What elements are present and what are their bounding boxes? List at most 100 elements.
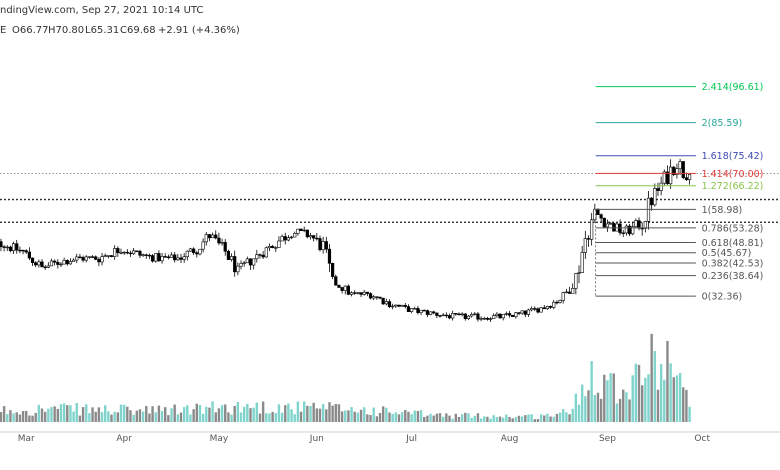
candle-body-2021-07-02 — [413, 308, 417, 310]
volume-bar-2021-06-20 — [375, 416, 379, 422]
candle-body-2021-05-25 — [293, 233, 297, 238]
volume-bar-2021-04-08 — [145, 406, 148, 422]
candle-body-2021-02-24 — [8, 246, 13, 252]
volume-bar-2021-07-07 — [429, 413, 432, 422]
volume-bar-2021-07-05 — [423, 416, 426, 422]
candle-body-2021-05-28 — [302, 229, 306, 232]
volume-bar-2021-05-12 — [252, 407, 255, 422]
candle-body-2021-04-18 — [176, 257, 180, 261]
fib-level-label-0: 0(32.36) — [702, 292, 743, 303]
candle-body-2021-04-22 — [188, 248, 193, 252]
candle-body-2021-02-26 — [15, 243, 19, 251]
candle-body-2021-06-26 — [394, 304, 398, 307]
candle-body-2021-04-26 — [201, 241, 205, 250]
candle-body-2021-09-10 — [634, 220, 638, 228]
volume-bar-2021-04-06 — [138, 409, 142, 422]
candle-body-2021-09-22 — [672, 166, 676, 175]
candle-body-2021-09-25 — [681, 161, 685, 178]
candle-body-2021-09-15 — [650, 197, 654, 206]
volume-bar-2021-06-11 — [347, 410, 350, 422]
close-value: C69.68 — [120, 25, 156, 36]
volume-bar-2021-07-03 — [416, 410, 420, 422]
candle-body-2021-03-06 — [40, 261, 44, 268]
volume-bar-2021-05-09 — [242, 406, 246, 422]
volume-bar-2021-09-11 — [637, 364, 641, 422]
volume-bar-2021-03-13 — [62, 403, 66, 422]
volume-bar-2021-07-19 — [467, 413, 470, 422]
volume-bar-2021-06-06 — [331, 405, 334, 422]
candle-body-2021-04-11 — [154, 253, 158, 262]
volume-bar-2021-07-28 — [495, 417, 499, 422]
candle-body-2021-03-01 — [24, 250, 28, 253]
volume-bar-2021-09-25 — [682, 387, 685, 422]
candle-body-2021-09-13 — [643, 220, 647, 229]
candle-body-2021-05-22 — [283, 236, 287, 241]
volume-bar-2021-02-23 — [6, 414, 9, 422]
candle-body-2021-06-14 — [356, 292, 360, 294]
fib-retracement[interactable]: 2.414(96.61) 2(85.59) 1.618(75.42) 1.414(70… — [595, 82, 764, 303]
candle-body-2021-03-21 — [87, 256, 91, 258]
x-tick-label-jun: Jun — [309, 434, 324, 444]
candle-body-2021-07-31 — [504, 313, 508, 315]
candle-body-2021-04-07 — [141, 254, 145, 256]
volume-bar-2021-05-19 — [274, 413, 277, 422]
volume-bar-2021-07-18 — [464, 412, 467, 422]
volume-bar-2021-04-19 — [179, 412, 183, 422]
volume-bar-2021-04-21 — [186, 405, 189, 422]
volume-bars — [0, 333, 691, 422]
candle-body-2021-03-09 — [49, 260, 54, 267]
volume-bar-2021-06-22 — [381, 406, 385, 422]
candle-body-2021-07-14 — [451, 313, 455, 319]
volume-bar-2021-06-29 — [404, 409, 407, 422]
candle-body-2021-09-19 — [662, 171, 666, 184]
candle-body-2021-08-21 — [571, 288, 575, 294]
volume-bar-2021-06-24 — [388, 412, 391, 422]
candle-body-2021-05-20 — [277, 240, 281, 248]
candle-body-2021-03-14 — [65, 259, 69, 265]
volume-bar-2021-02-27 — [18, 414, 22, 422]
volume-bar-2021-04-30 — [214, 412, 217, 422]
candle-body-2021-06-30 — [406, 306, 411, 312]
volume-bar-2021-05-26 — [296, 401, 300, 422]
candle-body-2021-05-30 — [308, 235, 313, 238]
fib-level-label-0.618: 0.618(48.81) — [702, 238, 764, 249]
candle-body-2021-08-13 — [545, 305, 550, 310]
candle-body-2021-04-21 — [185, 250, 189, 258]
candle-body-2021-04-10 — [150, 255, 155, 262]
fib-level-label-1.272: 1.272(66.22) — [702, 181, 764, 192]
candle-body-2021-02-25 — [11, 243, 16, 252]
volume-bar-2021-09-26 — [685, 389, 688, 422]
volume-bar-2021-05-06 — [233, 405, 236, 422]
candle-body-2021-03-12 — [59, 263, 63, 266]
candle-body-2021-07-04 — [419, 309, 423, 313]
candle-body-2021-06-04 — [324, 241, 328, 250]
high-value: H70.80 — [48, 25, 84, 36]
candle-body-2021-06-18 — [368, 293, 373, 299]
volume-bar-2021-09-06 — [622, 389, 625, 422]
volume-bar-2021-06-04 — [325, 409, 328, 422]
volume-bar-2021-03-24 — [97, 407, 101, 422]
volume-bar-2021-05-18 — [271, 411, 274, 422]
volume-bar-2021-09-09 — [631, 375, 634, 422]
candle-body-2021-09-18 — [659, 182, 663, 191]
candle-body-2021-07-27 — [492, 315, 496, 319]
volume-bar-2021-04-07 — [141, 411, 145, 422]
volume-bar-2021-06-02 — [318, 408, 322, 422]
candle-body-2021-04-02 — [125, 251, 129, 254]
volume-bar-2021-07-17 — [460, 414, 464, 422]
volume-bar-2021-02-22 — [2, 406, 6, 422]
candle-body-2021-03-05 — [37, 261, 41, 266]
volume-bar-2021-05-24 — [290, 409, 293, 422]
volume-bar-2021-07-29 — [498, 416, 502, 422]
volume-bar-2021-03-31 — [119, 404, 123, 422]
candle-body-2021-06-24 — [387, 301, 392, 307]
candle-body-2021-06-05 — [327, 248, 332, 264]
volume-bar-2021-04-17 — [173, 404, 176, 422]
candle-body-2021-08-30 — [599, 214, 603, 219]
volume-bar-2021-08-24 — [580, 384, 584, 422]
candle-body-2021-08-15 — [552, 301, 556, 308]
low-value: L65.31 — [85, 25, 119, 36]
volume-bar-2021-04-16 — [170, 408, 173, 422]
